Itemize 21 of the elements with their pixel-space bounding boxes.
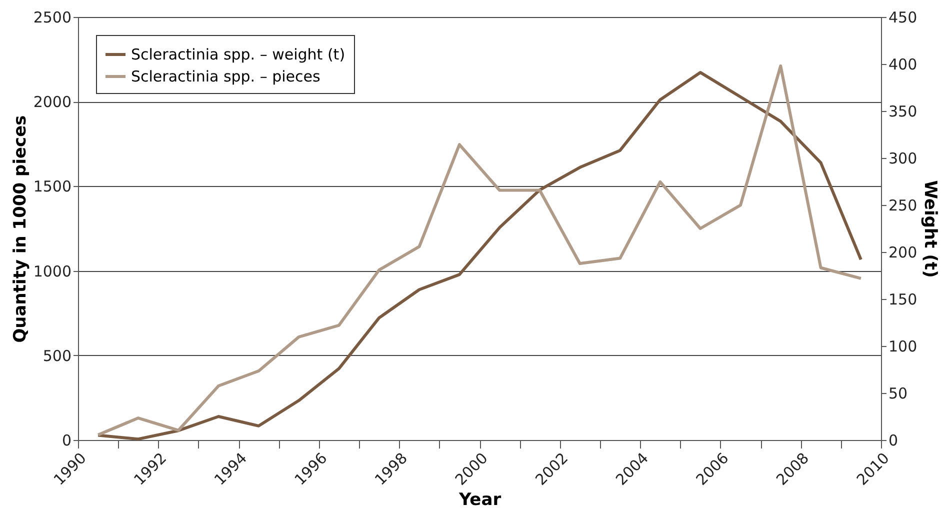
y2-tick-label: 350 <box>888 102 918 120</box>
y-tick-label: 500 <box>42 346 72 365</box>
y-tick-label: 0 <box>62 432 72 450</box>
y2-tick-label: 400 <box>888 56 918 74</box>
y2-tick-label: 200 <box>888 244 918 262</box>
y-tick-label: 2000 <box>33 93 72 112</box>
y2-tick-label: 150 <box>888 290 918 308</box>
legend-label: Scleractinia spp. – pieces <box>131 68 321 86</box>
x-axis-title: Year <box>458 490 502 510</box>
y2-tick-label: 450 <box>888 8 918 26</box>
y-tick-label: 1500 <box>33 178 72 196</box>
y-tick-label: 1000 <box>33 262 72 280</box>
y2-axis-title: Weight (t) <box>920 180 940 278</box>
y2-tick-label: 100 <box>888 338 918 356</box>
y-axis-title: Quantity in 1000 pieces <box>10 115 30 343</box>
y2-tick-label: 250 <box>888 196 918 214</box>
y2-tick-label: 300 <box>888 150 918 168</box>
y-tick-label: 2500 <box>33 8 72 26</box>
y2-tick-label: 0 <box>888 432 898 450</box>
legend-label: Scleractinia spp. – weight (t) <box>131 46 346 64</box>
y2-tick-label: 50 <box>888 384 908 402</box>
